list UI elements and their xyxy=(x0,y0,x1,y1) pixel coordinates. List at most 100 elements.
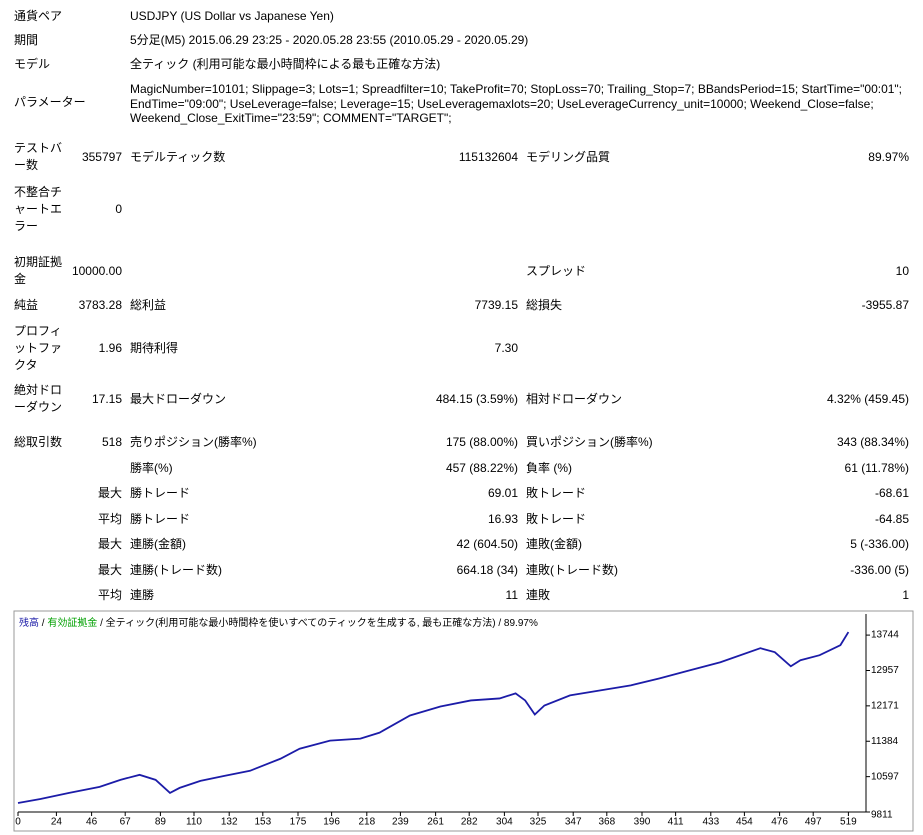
y-tick-label: 13744 xyxy=(871,630,899,641)
row-value: 全ティック (利用可能な最小時間枠による最も正確な方法) xyxy=(130,57,441,71)
stat-value: 664.18 (34) xyxy=(456,562,518,577)
parameters: MagicNumber=10101; Slippage=3; Lots=1; S… xyxy=(130,82,903,125)
stat-value: 16.93 xyxy=(487,511,518,526)
y-tick-label: 12171 xyxy=(871,700,899,711)
stat-label: 連勝 xyxy=(130,587,155,602)
x-tick-label: 153 xyxy=(254,817,271,828)
y-tick-label: 10597 xyxy=(871,771,899,782)
stat-value: 7739.15 xyxy=(474,297,518,312)
stat-value: 7.30 xyxy=(494,340,518,355)
stat-value: 4.32% (459.45) xyxy=(826,391,909,406)
stat-value: 11 xyxy=(505,587,518,602)
stat-label: 初期証拠金 xyxy=(14,255,63,286)
stat-value: 89.97% xyxy=(868,149,909,164)
stat-value: 1.96 xyxy=(98,340,122,355)
row-label: パラメーター xyxy=(14,95,86,109)
stat-value: 最大 xyxy=(97,562,122,577)
stat-label: 総取引数 xyxy=(14,434,63,449)
stat-label: 勝トレード xyxy=(130,511,191,526)
y-tick-label: 12957 xyxy=(871,665,899,676)
row-value: 5分足(M5) 2015.06.29 23:25 - 2020.05.28 23… xyxy=(130,33,529,47)
stat-value: 518 xyxy=(101,434,122,449)
stat-label: 総損失 xyxy=(526,297,563,312)
stat-value: -336.00 (5) xyxy=(850,562,909,577)
stat-label: 売りポジション(勝率%) xyxy=(130,434,257,449)
y-tick-label: 11384 xyxy=(871,736,899,747)
x-tick-label: 390 xyxy=(634,817,651,828)
stat-value: 355797 xyxy=(81,149,122,164)
stat-label: モデリング品質 xyxy=(526,149,611,164)
x-tick-label: 325 xyxy=(530,817,547,828)
legend: 残高 / 有効証拠金 / 全ティック(利用可能な最小時間枠を使いすべてのティック… xyxy=(19,616,538,629)
x-tick-label: 304 xyxy=(496,817,513,828)
x-tick-label: 239 xyxy=(392,817,409,828)
x-tick-label: 67 xyxy=(120,817,132,828)
stat-label: 絶対ドローダウン xyxy=(14,383,63,414)
stat-value: -68.61 xyxy=(874,485,909,500)
legend-equity: 有効証拠金 xyxy=(47,616,100,629)
x-tick-label: 175 xyxy=(290,817,307,828)
balance-line xyxy=(17,631,850,804)
legend-balance: 残高 xyxy=(19,616,42,629)
stat-value: 最大 xyxy=(97,485,122,500)
x-tick-label: 261 xyxy=(427,817,444,828)
chart-frame xyxy=(13,610,914,832)
stat-value: 484.15 (3.59%) xyxy=(435,391,518,406)
row-value: USDJPY (US Dollar vs Japanese Yen) xyxy=(130,9,334,23)
x-tick-label: 519 xyxy=(840,817,857,828)
x-tick-label: 0 xyxy=(15,817,21,828)
stat-value: 42 (604.50) xyxy=(456,536,518,551)
stat-value: 最大 xyxy=(97,536,122,551)
stat-value: 5 (-336.00) xyxy=(850,536,909,551)
stat-value: 平均 xyxy=(97,587,122,602)
x-tick-label: 454 xyxy=(736,817,753,828)
stat-value: 10000.00 xyxy=(71,263,122,278)
stat-value: 175 (88.00%) xyxy=(445,434,518,449)
x-tick-label: 89 xyxy=(155,817,167,828)
stat-label: 最大ドローダウン xyxy=(130,391,227,406)
legend-separator: / xyxy=(42,618,48,629)
stat-label: テストバー数 xyxy=(14,141,63,172)
stat-label: 勝トレード xyxy=(130,485,191,500)
stat-label: 相対ドローダウン xyxy=(526,391,623,406)
stat-label: 敗トレード xyxy=(526,485,587,500)
x-tick-label: 46 xyxy=(86,817,98,828)
stat-label: 不整合チャートエラー xyxy=(14,184,63,233)
stat-value: 1 xyxy=(902,587,909,602)
stat-label: 総利益 xyxy=(130,297,167,312)
stat-value: 3783.28 xyxy=(78,297,122,312)
stat-label: 負率 (%) xyxy=(526,460,572,475)
y-tick-label: 9811 xyxy=(871,810,893,821)
subtitle: / 全ティック(利用可能な最小時間枠を使いすべてのティックを生成する, 最も正確… xyxy=(100,616,538,629)
x-tick-label: 411 xyxy=(668,817,684,828)
x-tick-label: 347 xyxy=(565,817,582,828)
stat-label: スプレッド xyxy=(526,263,587,278)
stat-value: 平均 xyxy=(97,511,122,526)
x-tick-label: 132 xyxy=(221,817,238,828)
stat-value: 115132604 xyxy=(458,149,518,164)
stat-label: 買いポジション(勝率%) xyxy=(526,434,653,449)
stat-label: 純益 xyxy=(14,297,39,312)
x-tick-label: 110 xyxy=(186,817,202,828)
stat-label: 連敗(トレード数) xyxy=(526,562,618,577)
stat-value: 69.01 xyxy=(487,485,518,500)
x-tick-label: 24 xyxy=(51,817,63,828)
stat-value: 457 (88.22%) xyxy=(445,460,518,475)
row-label: モデル xyxy=(14,57,51,71)
stat-label: 勝率(%) xyxy=(130,460,173,475)
stat-value: 343 (88.34%) xyxy=(836,434,909,449)
stat-label: 連勝(金額) xyxy=(130,536,186,551)
row-label: 期間 xyxy=(14,33,39,47)
x-tick-label: 497 xyxy=(805,817,822,828)
stat-value: 17.15 xyxy=(91,391,122,406)
stat-value: -64.85 xyxy=(874,511,909,526)
stat-value: 61 (11.78%) xyxy=(844,460,909,475)
stat-value: 0 xyxy=(115,201,122,216)
x-tick-label: 476 xyxy=(771,817,788,828)
stat-label: 期待利得 xyxy=(130,340,179,355)
row-label: 通貨ペア xyxy=(14,9,63,23)
x-tick-label: 196 xyxy=(323,817,340,828)
stat-label: 連敗(金額) xyxy=(526,536,582,551)
